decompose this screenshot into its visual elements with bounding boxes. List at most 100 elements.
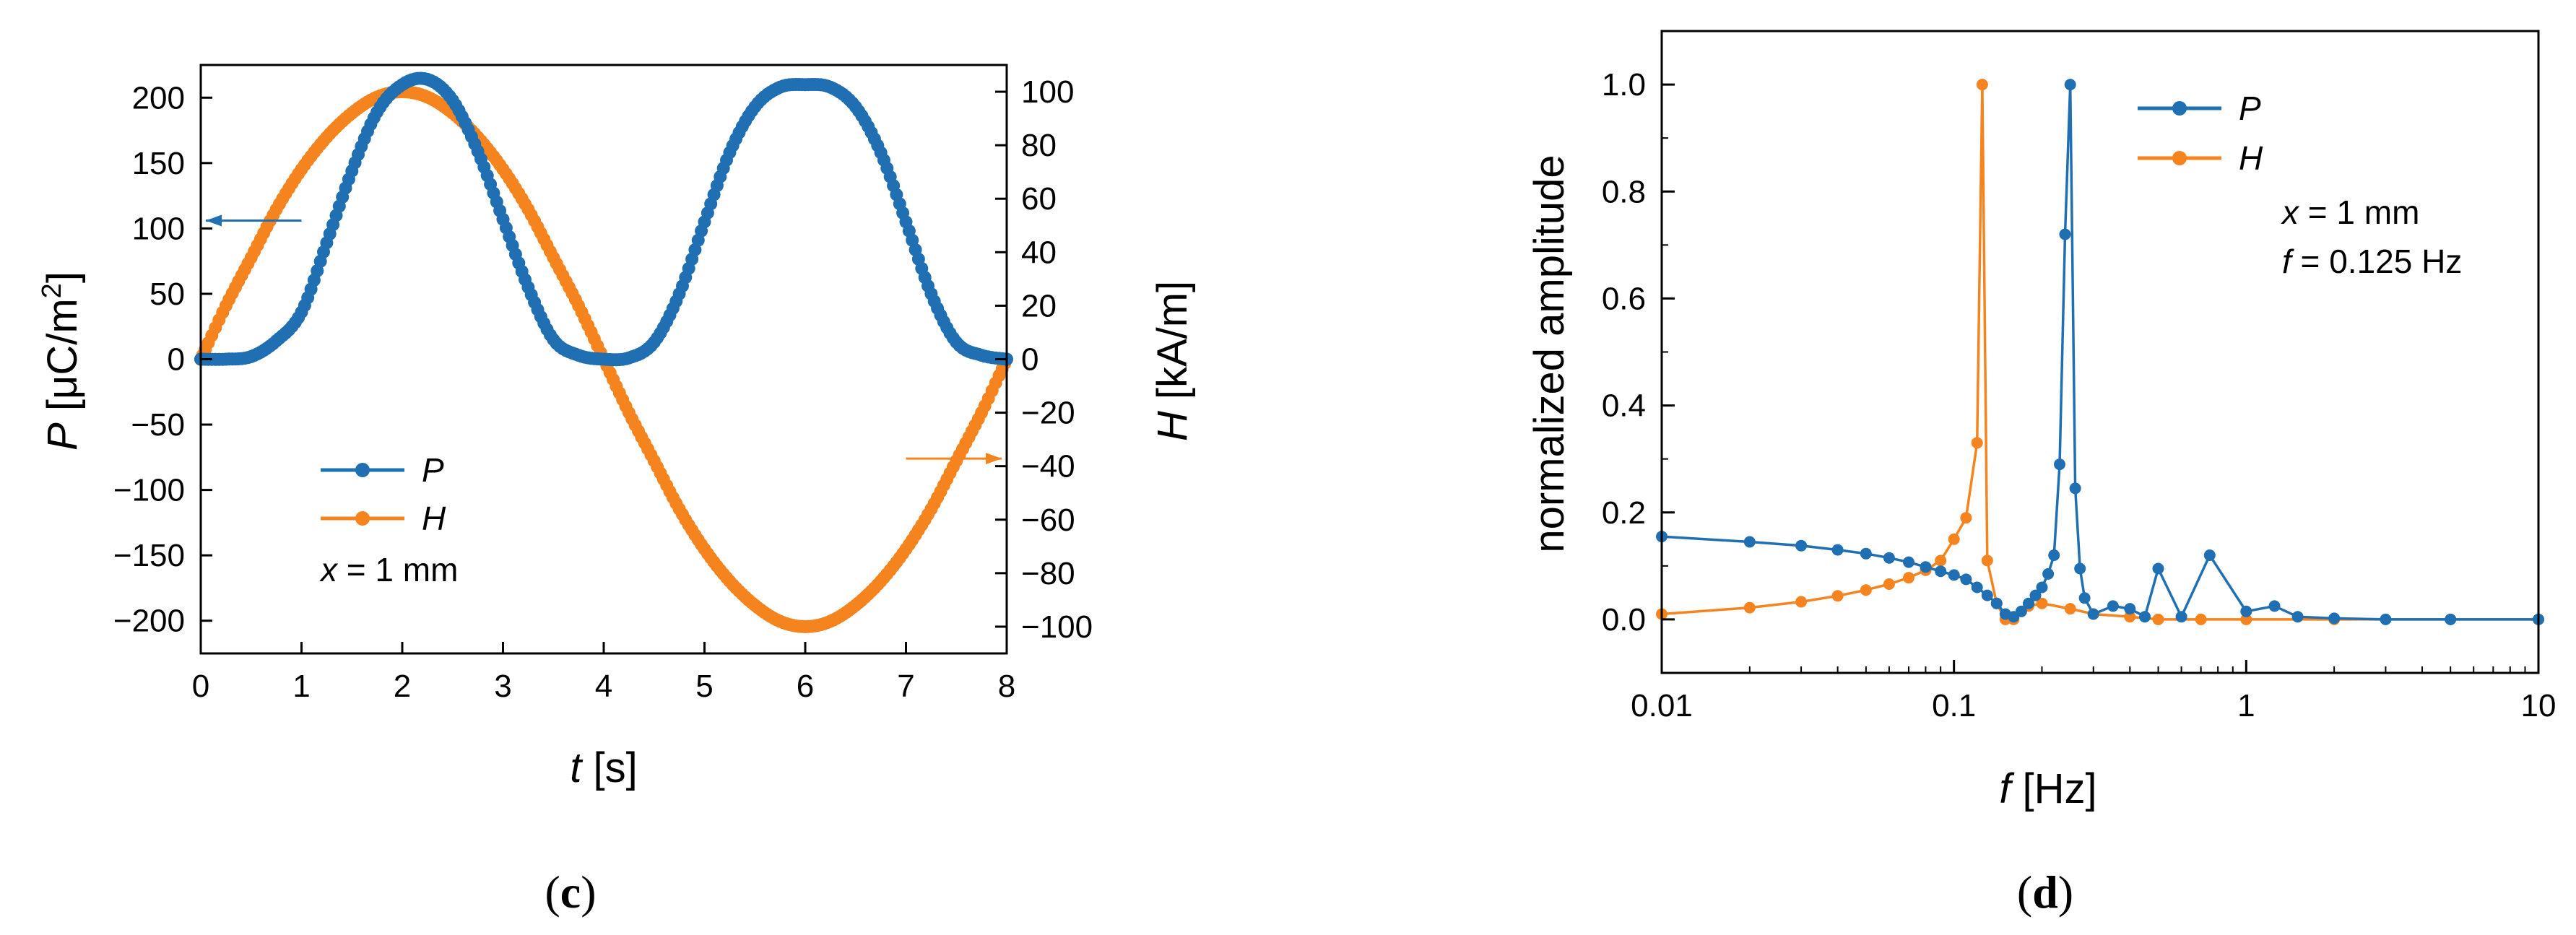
x-tick-label: 7 <box>897 669 914 704</box>
series-p <box>1656 79 2544 625</box>
y-tick-label: 0.0 <box>1602 602 1646 638</box>
data-point <box>1935 555 1947 567</box>
series-h <box>1656 79 2544 625</box>
x-tick-label: 5 <box>695 669 713 704</box>
series-line-p <box>200 77 1007 362</box>
data-point <box>1831 544 1844 556</box>
data-point <box>1981 589 1993 601</box>
axis-arrow-left-axis <box>205 214 302 227</box>
x-tick-label: 2 <box>394 669 411 704</box>
axis-arrow-right-axis <box>906 453 1002 465</box>
data-point <box>2074 562 2086 575</box>
y-left-tick-label: 200 <box>132 80 185 116</box>
legend-marker-h <box>2172 151 2187 165</box>
panel-d-y-axis-label: normalized amplitude <box>1526 155 1573 552</box>
x-tick-label: 4 <box>595 669 612 704</box>
x-tick-label: 0.1 <box>1932 688 1976 723</box>
data-point <box>2107 600 2119 612</box>
data-point <box>1948 533 1960 545</box>
data-point <box>2029 589 2042 601</box>
y-left-tick-label: −100 <box>113 473 185 508</box>
panel-c-left-y-axis-label: P [μC/m2] <box>37 271 86 451</box>
data-point <box>2059 228 2071 240</box>
data-point <box>2328 612 2341 625</box>
x-tick-label: 1 <box>2237 688 2255 723</box>
data-point <box>2087 608 2099 620</box>
legend-marker-p <box>2172 101 2187 116</box>
legend-note-distance: x = 1 mm <box>2281 193 2419 231</box>
y-right-tick-label: 80 <box>1021 128 1057 163</box>
data-point <box>2048 549 2060 561</box>
y-right-tick-label: 20 <box>1021 288 1057 323</box>
panel-d-label: (d) <box>2017 866 2073 918</box>
y-left-tick-label: 100 <box>132 211 185 246</box>
data-point <box>2015 605 2027 617</box>
data-point <box>2380 613 2392 625</box>
data-point <box>2054 458 2065 471</box>
panel-c-label: (c) <box>545 866 596 918</box>
data-point <box>1883 552 1895 564</box>
x-tick-label: 0 <box>192 669 209 704</box>
data-point <box>2042 567 2055 580</box>
series-line-h <box>1661 84 2538 621</box>
legend-label-p: P <box>422 451 444 489</box>
panel-c-plot-area <box>194 71 1013 633</box>
data-point <box>1960 512 1972 524</box>
data-point <box>1981 555 1993 567</box>
panel-c-x-axis-label: t [s] <box>570 744 637 791</box>
data-point <box>1971 437 1983 449</box>
data-point <box>2036 597 2048 609</box>
data-point <box>2240 605 2252 617</box>
data-point <box>1920 561 1932 573</box>
series-p <box>194 71 1013 367</box>
y-left-tick-label: 150 <box>132 146 185 181</box>
y-tick-label: 0.2 <box>1602 495 1646 531</box>
data-point <box>2036 581 2048 593</box>
panel-d: 0.01 0.1 1 10 0.0 0.2 0.4 0.6 0.8 1.0 f [Hz] nor… <box>1526 30 2556 918</box>
data-point <box>2203 549 2216 561</box>
y-left-tick-label: 0 <box>168 342 185 378</box>
y-left-tick-label: −50 <box>131 407 185 443</box>
y-tick-label: 0.6 <box>1602 281 1646 316</box>
data-point <box>1883 578 1895 590</box>
panel-c-x-ticks: 0 1 2 3 4 5 6 7 8 <box>192 642 1015 704</box>
data-point <box>2445 613 2457 625</box>
data-point <box>2078 592 2091 604</box>
data-point <box>2023 597 2034 609</box>
x-tick-label: 10 <box>2521 688 2557 723</box>
y-tick-label: 1.0 <box>1602 67 1646 103</box>
x-tick-label: 8 <box>998 669 1015 704</box>
y-right-tick-label: −40 <box>1021 449 1075 484</box>
data-point <box>2064 79 2076 91</box>
legend-label-h: H <box>2239 139 2263 177</box>
data-point <box>1976 79 1988 91</box>
panel-d-y-ticks: 0.0 0.2 0.4 0.6 0.8 1.0 <box>1602 67 1675 638</box>
panel-d-plot-area <box>1656 79 2544 625</box>
panel-c-right-y-ticks: −100 −80 −60 −40 −20 0 20 40 60 80 100 <box>995 74 1093 645</box>
series-line-p <box>1661 84 2538 621</box>
y-right-tick-label: −60 <box>1021 503 1075 538</box>
data-point <box>2152 562 2164 575</box>
data-point <box>2175 611 2187 623</box>
panel-d-x-ticks: 0.01 0.1 1 10 <box>1631 660 2556 723</box>
data-point <box>1860 547 1872 560</box>
data-point <box>2069 482 2081 495</box>
data-point <box>1743 601 1756 614</box>
data-point <box>1903 572 1914 584</box>
data-point <box>2064 603 2076 615</box>
data-point <box>1743 536 1756 548</box>
panel-d-frame <box>1660 30 2540 674</box>
data-point <box>1860 584 1872 596</box>
x-tick-label: 0.01 <box>1631 688 1693 723</box>
y-right-tick-label: 0 <box>1021 342 1038 378</box>
y-tick-label: 0.4 <box>1602 388 1646 424</box>
y-left-tick-label: −200 <box>113 604 185 639</box>
data-point <box>1948 569 1960 581</box>
panel-c-right-y-axis-label: H [kA/m] <box>1149 281 1196 441</box>
data-point <box>2124 611 2136 623</box>
x-tick-label: 3 <box>494 669 511 704</box>
panel-d-legend: P H x = 1 mm f = 0.125 Hz <box>2138 90 2462 280</box>
panel-c-legend: P H x = 1 mm <box>319 451 458 588</box>
panel-c-left-y-ticks: −200 −150 −100 −50 0 50 100 150 200 <box>113 80 212 639</box>
panel-d-x-axis-label: f [Hz] <box>1999 765 2096 812</box>
